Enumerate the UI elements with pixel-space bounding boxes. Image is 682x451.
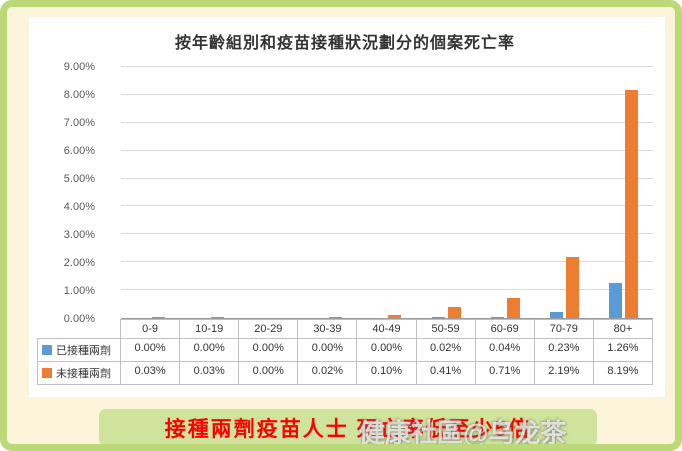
- value-cell: 0.71%: [475, 362, 535, 385]
- value-cell: 1.26%: [593, 339, 653, 362]
- y-tick-label: 6.00%: [63, 145, 95, 158]
- value-cell: 0.03%: [121, 362, 181, 385]
- gridline: [121, 177, 653, 179]
- value-cell: 0.23%: [534, 339, 594, 362]
- category-label: 20-29: [239, 319, 299, 339]
- bar-group: [594, 67, 653, 318]
- data-table: 0-9 10-19 20-29 30-39 40-49 50-59 60-69 70-79 80…: [37, 319, 653, 385]
- value-cell: 0.00%: [239, 362, 299, 385]
- y-tick-label: 1.00%: [63, 285, 95, 298]
- y-tick-label: 2.00%: [63, 257, 95, 270]
- bar-series-1: [447, 306, 461, 318]
- legend-swatch-icon: [42, 345, 52, 355]
- value-cell: 0.10%: [357, 362, 417, 385]
- category-label: 40-49: [357, 319, 417, 339]
- bar-series-1: [624, 89, 638, 318]
- gridline: [121, 261, 653, 263]
- y-tick-label: 7.00%: [63, 117, 95, 129]
- value-cell: 0.03%: [180, 362, 240, 385]
- gridline: [121, 121, 653, 123]
- chart-title: 按年齡組別和疫苗接種狀況劃分的個案死亡率: [174, 35, 515, 52]
- value-cell: 0.00%: [180, 339, 240, 362]
- chart-body: 0.00% 1.00% 2.00% 3.00% 4.00% 5.00% 6.00% 7.00%…: [37, 59, 653, 325]
- value-cell: 8.19%: [593, 362, 653, 385]
- category-label: 80+: [593, 319, 653, 339]
- y-axis: 0.00% 1.00% 2.00% 3.00% 4.00% 5.00% 6.00% 7.00%…: [37, 61, 121, 325]
- category-label: 0-9: [121, 319, 181, 339]
- value-cell: 0.00%: [357, 339, 417, 362]
- category-label: 30-39: [298, 319, 358, 339]
- conclusion-banner: 接種兩劑疫苗人士 死亡率低至少5倍: [99, 409, 597, 444]
- bar-series-1: [211, 317, 225, 318]
- bar-group: [239, 67, 298, 318]
- category-label: 10-19: [180, 319, 240, 339]
- bar-group: [417, 67, 476, 318]
- value-cell: 0.41%: [416, 362, 476, 385]
- legend-cell: 未接種兩劑: [37, 362, 121, 385]
- bar-group: [121, 67, 180, 318]
- bar-series-1: [152, 317, 166, 318]
- gridline: [121, 233, 653, 235]
- gridline: [121, 149, 653, 151]
- bar-series-0: [490, 316, 504, 318]
- gridline: [121, 205, 653, 207]
- legend-swatch-icon: [42, 368, 52, 378]
- gridline: [121, 66, 653, 67]
- category-label: 50-59: [416, 319, 476, 339]
- table-corner: [37, 319, 121, 339]
- plot-area: [121, 67, 653, 318]
- y-tick-label: 5.00%: [63, 173, 95, 185]
- table-row: 未接種兩劑 0.03% 0.03% 0.00% 0.02% 0.10% 0.41% 0.71%…: [37, 362, 653, 385]
- table-row: 已接種兩劑 0.00% 0.00% 0.00% 0.00% 0.00% 0.02% 0.04%…: [37, 339, 653, 362]
- y-tick-label: 3.00%: [63, 229, 95, 242]
- bar-group: [357, 67, 416, 318]
- value-cell: 0.02%: [298, 362, 358, 385]
- value-cell: 2.19%: [534, 362, 594, 385]
- gridline: [121, 93, 653, 95]
- legend-label: 已接種兩劑: [56, 345, 111, 357]
- legend-label: 未接種兩劑: [56, 368, 111, 380]
- value-cell: 0.00%: [239, 339, 299, 362]
- value-cell: 0.00%: [121, 339, 181, 362]
- bar-series-1: [329, 317, 343, 318]
- bar-series-1: [565, 256, 579, 318]
- bar-group: [180, 67, 239, 318]
- bar-series-0: [431, 317, 445, 318]
- banner-text: 接種兩劑疫苗人士 死亡率低至少5倍: [164, 417, 532, 441]
- y-tick-label: 8.00%: [63, 89, 95, 102]
- value-cell: 0.00%: [298, 339, 358, 362]
- bar-series-1: [506, 298, 520, 318]
- bar-group: [535, 67, 594, 318]
- chart-card: 按年齡組別和疫苗接種狀況劃分的個案死亡率 0.00% 1.00% 2.00% 3.00…: [29, 17, 665, 397]
- bar-series-0: [608, 282, 622, 318]
- y-tick-label: 4.00%: [63, 201, 95, 214]
- bar-series-1: [388, 315, 402, 318]
- value-cell: 0.04%: [475, 339, 535, 362]
- bar-series-0: [549, 311, 563, 318]
- gridline: [121, 289, 653, 291]
- y-tick-label: 0.00%: [63, 313, 95, 325]
- plot-wrap: [121, 66, 653, 319]
- category-label: 70-79: [534, 319, 594, 339]
- bar-group: [298, 67, 357, 318]
- bar-group: [476, 67, 535, 318]
- category-label: 60-69: [475, 319, 535, 339]
- legend-cell: 已接種兩劑: [37, 339, 121, 362]
- value-cell: 0.02%: [416, 339, 476, 362]
- y-tick-label: 9.00%: [63, 61, 95, 73]
